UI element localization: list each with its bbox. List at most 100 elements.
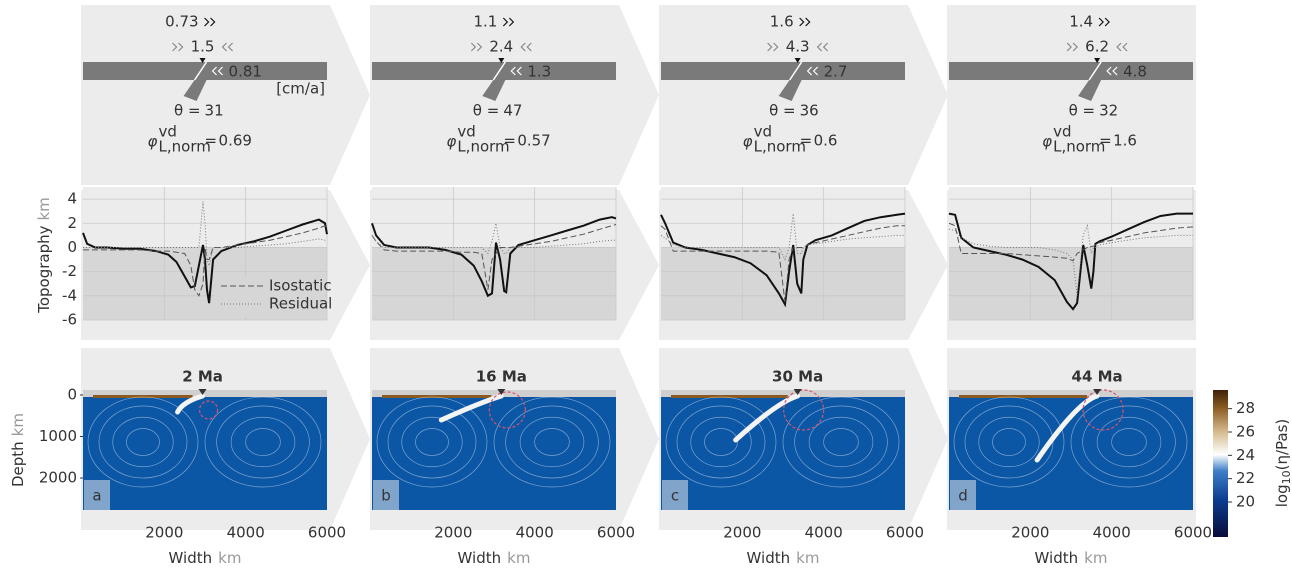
plate	[661, 62, 905, 80]
streamline	[376, 396, 488, 488]
plate	[949, 62, 1193, 80]
chevron	[227, 42, 233, 52]
streamline	[808, 416, 874, 468]
y-tick-label: -2	[62, 262, 77, 280]
y-axis-label-unit: km	[35, 197, 53, 220]
x-axis-label-name: Width	[747, 549, 791, 567]
y-axis-label-name: Topography	[35, 225, 53, 313]
depth-tick-label: 0	[67, 385, 77, 403]
panel-letter: c	[671, 487, 679, 505]
slab	[482, 80, 506, 101]
streamline	[216, 405, 310, 479]
x-axis-label: Width km	[458, 549, 531, 567]
x-tick-label: 6000	[1174, 524, 1212, 542]
chevron	[806, 66, 813, 76]
chevron	[217, 66, 223, 76]
trench-marker	[198, 389, 207, 395]
streamline	[823, 428, 859, 456]
streamline	[978, 416, 1040, 468]
x-tick-label: 4000	[227, 524, 265, 542]
x-tick-label: 4000	[1093, 524, 1131, 542]
streamline	[782, 396, 900, 488]
streamline	[401, 416, 463, 468]
dip-value: 36	[800, 102, 819, 120]
colorbar-tick-label: 26	[1236, 423, 1255, 441]
streamline	[245, 428, 281, 456]
chevron	[221, 42, 227, 52]
below-sea-level	[949, 247, 1193, 320]
chevron	[502, 17, 509, 27]
trench-marker	[794, 58, 801, 63]
slab-velocity: 4.8	[1123, 63, 1147, 81]
chevron	[510, 66, 516, 76]
trench-marker	[497, 389, 506, 395]
streamline	[204, 396, 322, 488]
time-label: 16 Ma	[476, 368, 527, 386]
streamline	[387, 405, 477, 479]
panel-letter: d	[958, 487, 968, 505]
x-tick-label: 2000	[145, 524, 183, 542]
slab-velocity: 1.3	[527, 63, 551, 81]
slab-trace	[1034, 393, 1100, 463]
y-axis-label: Topography km	[35, 197, 53, 314]
topography-line	[660, 212, 906, 308]
chevron	[470, 42, 477, 52]
streamline	[1096, 416, 1162, 468]
slab-velocity: 2.7	[824, 63, 848, 81]
plume-outline	[1082, 389, 1124, 431]
trench-velocity: 1.4	[1069, 13, 1093, 31]
colorbar-tick-label: 22	[1236, 469, 1255, 487]
topography-line	[83, 225, 328, 297]
trench-marker	[498, 58, 505, 63]
velocity-unit: [cm/a]	[276, 80, 325, 98]
x-tick-label: 6000	[308, 524, 346, 542]
plate	[372, 62, 616, 80]
chevron	[822, 42, 829, 52]
streamline	[112, 416, 174, 468]
dip-value: 32	[1099, 102, 1118, 120]
streamline	[230, 416, 296, 468]
slab	[183, 80, 207, 101]
chevron	[516, 66, 522, 76]
chevron	[178, 42, 184, 52]
plume-outline	[783, 389, 825, 431]
phi-sup: vd	[159, 123, 177, 141]
colorbar-label: log10(η/Pas)	[1273, 419, 1292, 508]
phi-equals: =	[503, 132, 516, 150]
phi-sup: vd	[1053, 123, 1071, 141]
phi-equals: =	[800, 132, 813, 150]
slab-hinge	[492, 61, 506, 81]
dip-value: 47	[503, 102, 522, 120]
colorbar-label-sub: 10	[1280, 470, 1292, 484]
phi-sub: L,norm	[159, 138, 211, 156]
phi-symbol: φ	[1042, 133, 1052, 151]
phi-value: 1.6	[1113, 132, 1137, 150]
streamline	[676, 405, 766, 479]
trench-marker	[793, 389, 802, 395]
slab-hinge	[193, 61, 208, 81]
convergence-velocity: 1.5	[191, 38, 215, 56]
streamline	[415, 428, 449, 456]
depth-tick-label: 1000	[39, 427, 77, 445]
chevron	[773, 42, 779, 52]
x-axis-label-name: Width	[1035, 549, 1079, 567]
chevron	[526, 42, 532, 52]
streamline	[665, 396, 777, 488]
streamline	[1070, 396, 1188, 488]
chevron	[1106, 66, 1112, 76]
phi-value: 0.69	[219, 132, 252, 150]
streamline	[534, 428, 570, 456]
panel-letter-box	[373, 480, 399, 510]
streamline	[953, 396, 1065, 488]
dip-label: θ =	[174, 102, 201, 120]
panel-letter-box	[662, 480, 688, 510]
x-axis-label-unit: km	[507, 549, 530, 567]
plate	[83, 62, 327, 80]
streamline	[87, 396, 199, 488]
x-tick-label: 6000	[597, 524, 635, 542]
trench-velocity: 1.6	[770, 13, 794, 31]
legend-box	[215, 277, 325, 317]
phi-equals: =	[205, 132, 218, 150]
x-axis-label-unit: km	[1084, 549, 1107, 567]
